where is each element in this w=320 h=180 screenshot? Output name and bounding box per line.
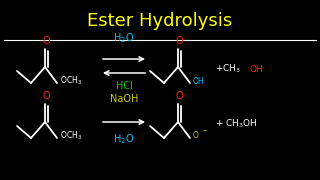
Text: O: O bbox=[43, 36, 50, 46]
Text: HCl: HCl bbox=[116, 81, 132, 91]
Text: Ester Hydrolysis: Ester Hydrolysis bbox=[87, 12, 233, 30]
Text: O: O bbox=[43, 91, 50, 101]
Text: H$_2$O: H$_2$O bbox=[113, 31, 135, 45]
Text: NaOH: NaOH bbox=[110, 94, 138, 104]
Text: O: O bbox=[176, 36, 183, 46]
Text: OCH$_3$: OCH$_3$ bbox=[60, 75, 82, 87]
Text: OH: OH bbox=[193, 76, 204, 86]
Text: H$_2$O: H$_2$O bbox=[113, 132, 135, 146]
Text: $^{-}$: $^{-}$ bbox=[202, 127, 208, 136]
Text: OH: OH bbox=[249, 64, 263, 73]
Text: O: O bbox=[193, 132, 199, 141]
Text: O: O bbox=[176, 91, 183, 101]
Text: OCH$_3$: OCH$_3$ bbox=[60, 130, 82, 142]
Text: + CH$_3$OH: + CH$_3$OH bbox=[215, 118, 258, 130]
Text: +CH$_3$: +CH$_3$ bbox=[215, 63, 241, 75]
